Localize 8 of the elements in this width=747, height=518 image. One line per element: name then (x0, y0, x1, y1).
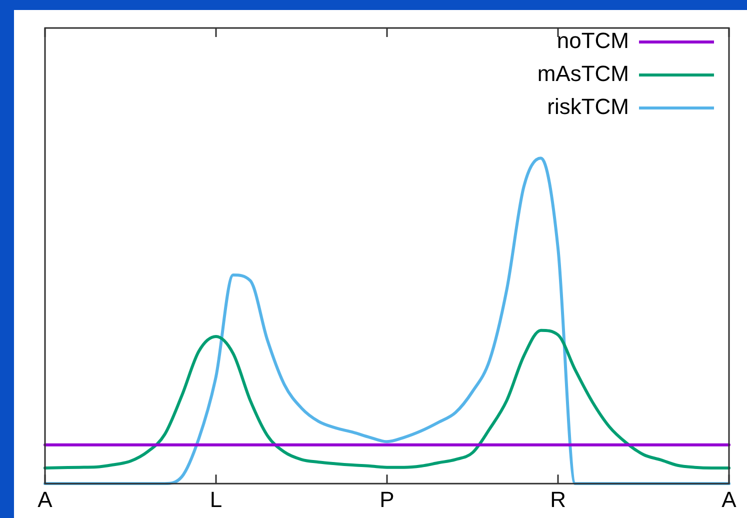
x-tick-label: L (210, 486, 222, 512)
x-tick-label: A (722, 486, 737, 512)
legend-label: mAsTCM (537, 61, 629, 86)
x-tick-label: P (380, 486, 394, 512)
legend-label: noTCM (556, 28, 629, 54)
x-tick-label: A (38, 486, 53, 512)
x-tick-label: R (550, 486, 566, 512)
legend-label: riskTCM (547, 94, 629, 120)
